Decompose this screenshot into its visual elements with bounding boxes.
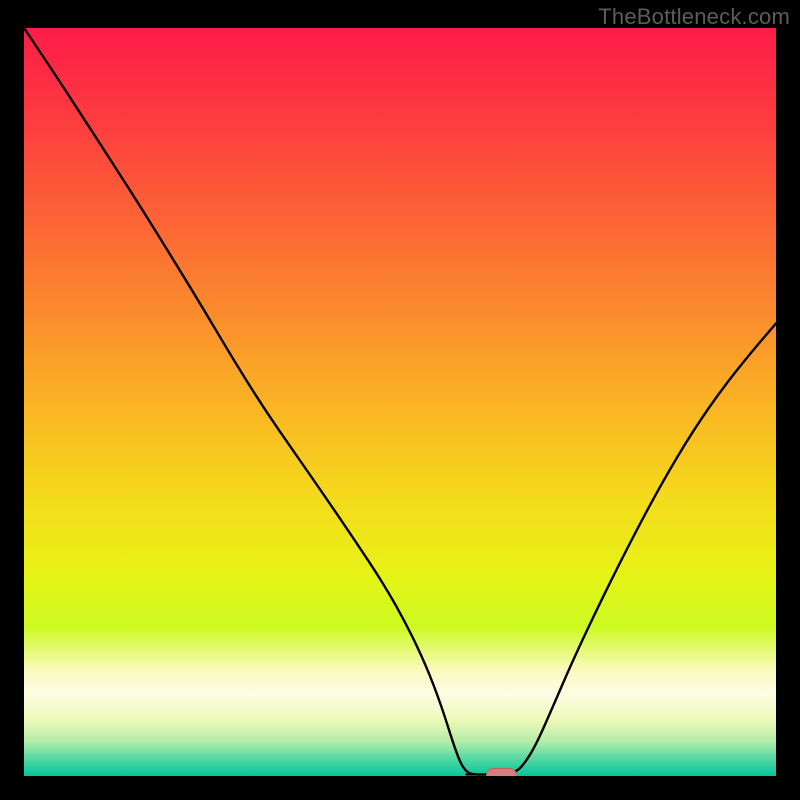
bottleneck-chart bbox=[24, 28, 776, 776]
watermark-text: TheBottleneck.com bbox=[598, 4, 790, 30]
chart-background bbox=[24, 28, 776, 776]
optimum-marker bbox=[486, 769, 516, 776]
chart-root: TheBottleneck.com bbox=[0, 0, 800, 800]
plot-area bbox=[24, 28, 776, 776]
